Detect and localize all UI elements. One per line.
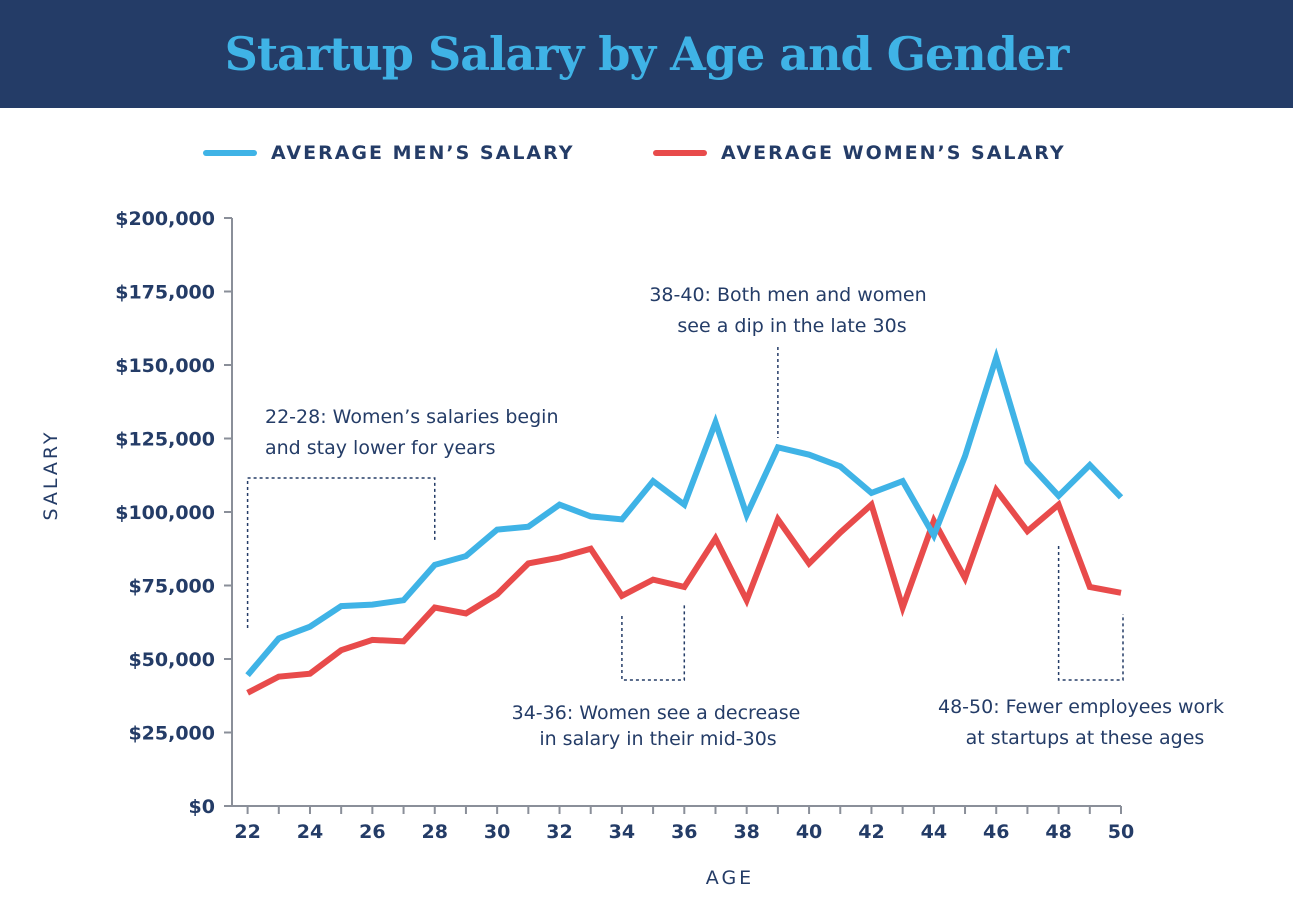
y-tick-label: $75,000 [128, 576, 215, 598]
annotation-text-38-40-line2: see a dip in the late 30s [677, 315, 906, 337]
x-tick-label: 48 [1045, 821, 1071, 843]
header-bar: Startup Salary by Age and Gender [0, 0, 1293, 108]
y-tick-label: $25,000 [128, 723, 215, 745]
x-tick-label: 44 [921, 821, 947, 843]
x-tick-label: 38 [733, 821, 759, 843]
x-tick-label: 46 [983, 821, 1009, 843]
y-tick-label: $0 [189, 796, 215, 818]
legend-label-men: AVERAGE MEN’S SALARY [271, 142, 575, 164]
annotation-bracket-48-50 [1057, 546, 1124, 681]
annotation-text-34-36-line1: 34-36: Women see a decrease [512, 702, 801, 724]
legend-swatch-men [203, 150, 257, 156]
men-salary-line [245, 347, 1124, 678]
annotation-text-48-50-line2: at startups at these ages [966, 727, 1205, 749]
y-tick-label: $150,000 [115, 355, 215, 377]
y-axis-title: SALARY [40, 429, 62, 520]
annotation-bracket-22-28 [246, 477, 436, 628]
y-tick-label: $125,000 [115, 429, 215, 451]
annotation-text-22-28-line1: 22-28: Women’s salaries begin [265, 406, 558, 428]
x-tick-label: 30 [484, 821, 510, 843]
legend-label-women: AVERAGE WOMEN’S SALARY [721, 142, 1066, 164]
annotation-text-48-50-line1: 48-50: Fewer employees work [938, 696, 1224, 718]
legend: AVERAGE MEN’S SALARY AVERAGE WOMEN’S SAL… [0, 142, 1293, 172]
legend-item-men: AVERAGE MEN’S SALARY [203, 142, 574, 164]
legend-item-women: AVERAGE WOMEN’S SALARY [653, 142, 1066, 164]
x-tick-label: 50 [1108, 821, 1134, 843]
x-tick-label: 32 [546, 821, 572, 843]
x-tick-label: 40 [796, 821, 822, 843]
y-tick-label: $50,000 [128, 649, 215, 671]
y-tick-label: $200,000 [115, 208, 215, 230]
x-axis-title: AGE [706, 867, 754, 889]
chart-title: Startup Salary by Age and Gender [224, 27, 1070, 81]
x-tick-label: 34 [609, 821, 635, 843]
women-salary-line [246, 483, 1122, 696]
y-tick-label: $100,000 [115, 502, 215, 524]
x-tick-label: 42 [858, 821, 884, 843]
x-tick-label: 28 [422, 821, 448, 843]
y-tick-label: $175,000 [115, 282, 215, 304]
annotation-text-38-40-line1: 38-40: Both men and women [649, 284, 926, 306]
x-tick-label: 36 [671, 821, 697, 843]
annotation-bracket-34-36 [621, 604, 686, 681]
x-tick-label: 24 [297, 821, 323, 843]
annotation-text-34-36-line2: in salary in their mid-30s [539, 728, 776, 750]
x-tick-label: 22 [234, 821, 260, 843]
annotation-text-22-28-line2: and stay lower for years [265, 437, 496, 459]
x-tick-label: 26 [359, 821, 385, 843]
legend-swatch-women [653, 150, 707, 156]
